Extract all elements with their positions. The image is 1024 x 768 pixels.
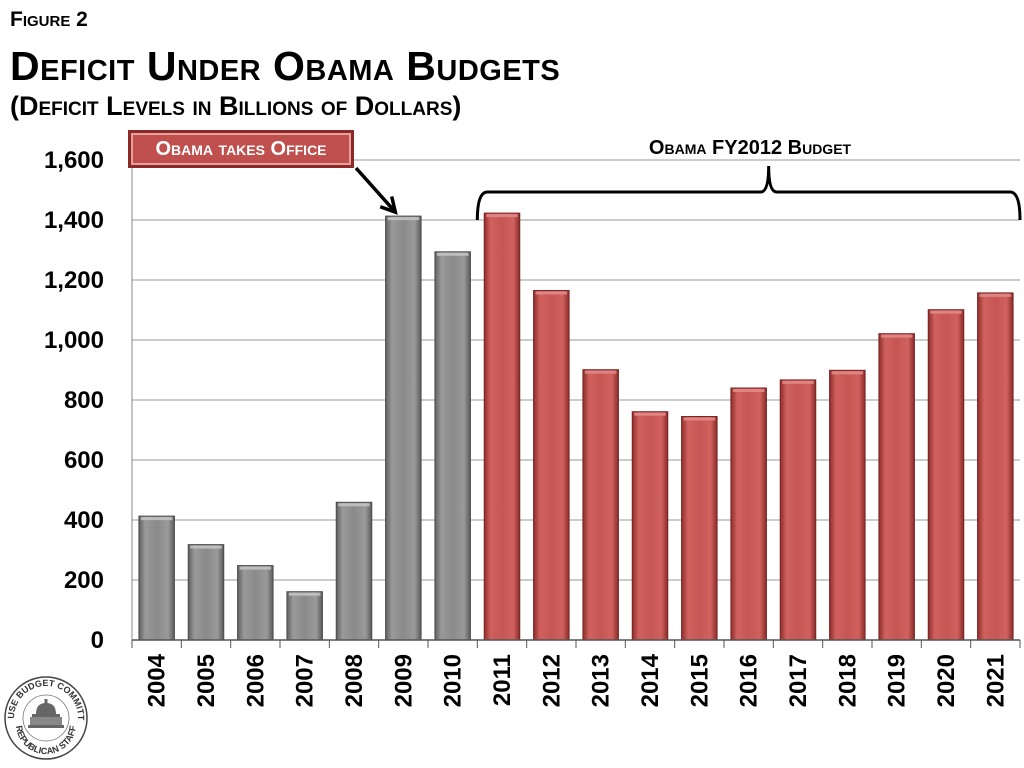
- bar-highlight-2019: [880, 334, 913, 338]
- x-tick-label-2011: 2011: [489, 654, 516, 706]
- bar-2007: [286, 591, 323, 641]
- bar-highlight-2007: [288, 592, 321, 596]
- x-tick-label-2015: 2015: [686, 654, 713, 707]
- chart-title: Deficit Under Obama Budgets: [10, 43, 561, 89]
- bar-highlight-2021: [979, 293, 1012, 297]
- y-tick-label: 200: [64, 567, 104, 594]
- bar-2017: [779, 379, 817, 641]
- y-tick-label: 1,000: [44, 327, 104, 354]
- callout-arrow-line: [354, 166, 397, 214]
- x-tick-label-2008: 2008: [341, 654, 368, 707]
- bar-2013: [582, 369, 619, 641]
- bars: [138, 212, 1014, 641]
- x-tick-label-2019: 2019: [884, 654, 911, 707]
- bar-highlight-2014: [634, 412, 666, 416]
- bar-2020: [927, 309, 965, 641]
- x-tick-label-2004: 2004: [144, 653, 171, 707]
- x-tick-label-2007: 2007: [292, 654, 319, 707]
- bar-highlight-2010: [436, 252, 469, 256]
- house-budget-committee-seal: HOUSE BUDGET COMMITTEE REPUBLICAN STAFF: [2, 672, 88, 760]
- chart-subtitle: (Deficit Levels in Billions of Dollars): [10, 91, 462, 121]
- bar-highlight-2011: [486, 214, 518, 218]
- x-tick-label-2013: 2013: [588, 654, 615, 707]
- gridlines: [132, 159, 1020, 581]
- fy2012-budget-label: Obama FY2012 Budget: [648, 137, 852, 159]
- y-tick-label: 800: [64, 387, 104, 414]
- x-tick-label-2020: 2020: [933, 654, 960, 707]
- x-tick-label-2010: 2010: [440, 654, 467, 707]
- bar-2006: [237, 565, 274, 641]
- callout-arrow-head: [379, 196, 398, 215]
- y-tick-label: 400: [64, 507, 104, 534]
- y-tick-label: 0: [91, 627, 104, 654]
- bar-2012: [533, 290, 570, 641]
- y-tick-label: 600: [64, 447, 104, 474]
- x-tick-label-2014: 2014: [637, 653, 664, 707]
- bar-2016: [730, 387, 767, 641]
- x-tick-label-2005: 2005: [193, 654, 220, 707]
- x-tick-label-2017: 2017: [785, 654, 812, 707]
- bar-highlight-2008: [338, 503, 370, 507]
- bar-highlight-2015: [683, 417, 716, 421]
- x-tick-label-2012: 2012: [538, 654, 565, 707]
- x-tick-label-2006: 2006: [242, 654, 269, 707]
- x-tick-label-2021: 2021: [982, 654, 1009, 707]
- x-tick-label-2016: 2016: [736, 654, 763, 707]
- y-tick-label: 1,600: [44, 147, 104, 174]
- bar-highlight-2004: [140, 517, 173, 521]
- annotation-overlay: [354, 165, 1022, 221]
- bar-highlight-2017: [782, 380, 814, 384]
- capitol-dome-icon: [28, 699, 64, 728]
- bar-2008: [335, 501, 373, 641]
- bar-2010: [434, 251, 471, 641]
- bar-highlight-2013: [584, 370, 617, 374]
- bar-2015: [681, 416, 718, 641]
- bar-2004: [138, 515, 175, 641]
- bar-highlight-2016: [732, 389, 765, 392]
- y-axis: 0 200 400 600 800 1,000 1,200 1,400 1,600: [44, 147, 133, 654]
- bar-2009: [385, 215, 422, 641]
- bar-2011: [483, 212, 521, 641]
- bar-highlight-2012: [535, 291, 568, 295]
- budget-bracket: [475, 165, 1022, 221]
- bar-highlight-2006: [239, 566, 272, 570]
- bar-highlight-2018: [831, 371, 864, 375]
- bar-2014: [631, 411, 669, 641]
- bar-highlight-2009: [387, 217, 420, 221]
- y-tick-label: 1,200: [44, 267, 104, 294]
- bar-2018: [829, 369, 866, 641]
- obama-takes-office-callout: Obama takes Office: [128, 130, 354, 168]
- y-tick-label: 1,400: [44, 207, 104, 234]
- bar-highlight-2005: [190, 545, 222, 549]
- bar-2019: [878, 333, 915, 641]
- x-axis: 2004 2005 2006 2007 2008 2009 2010 2011 2012 2013…: [131, 639, 1021, 707]
- bar-2005: [187, 544, 225, 641]
- bar-highlight-2020: [930, 310, 962, 314]
- x-tick-label-2018: 2018: [834, 654, 861, 707]
- figure-label: Figure 2: [10, 8, 88, 31]
- bar-2021: [977, 292, 1014, 641]
- x-tick-label-2009: 2009: [390, 654, 417, 707]
